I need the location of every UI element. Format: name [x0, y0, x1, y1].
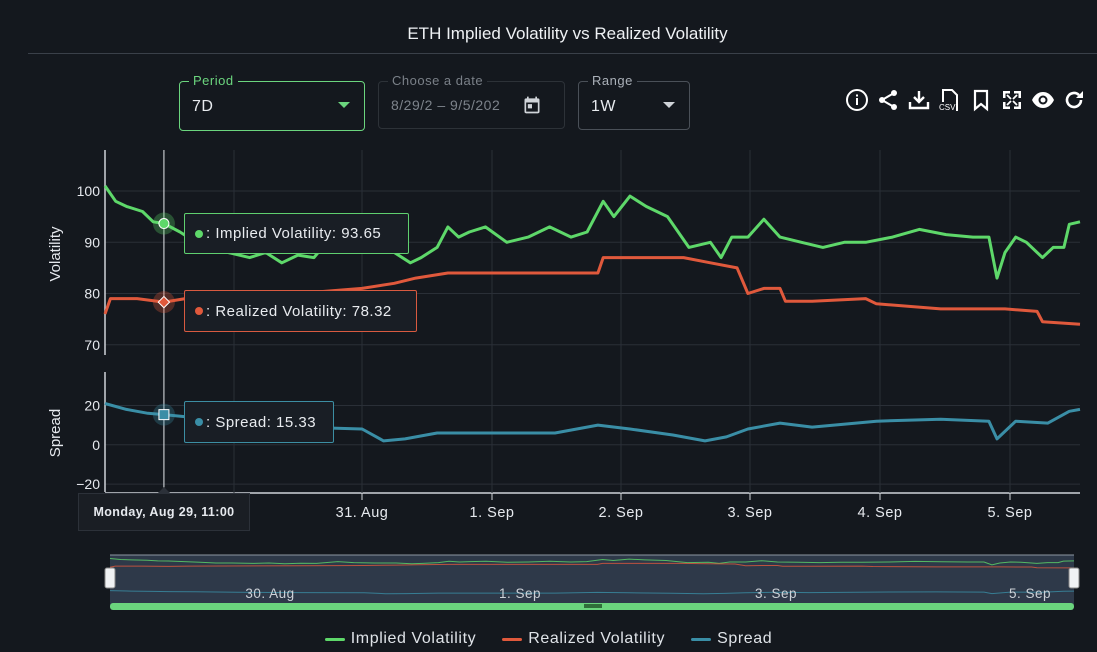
realized-dot	[195, 307, 203, 315]
legend-swatch	[691, 637, 712, 641]
download-icon[interactable]	[907, 87, 931, 113]
navigator: 30. Aug 1. Sep 3. Sep 5. Sep	[104, 554, 1080, 610]
implied-dot	[195, 229, 203, 238]
calendar-icon[interactable]	[522, 95, 542, 120]
y-tick-label: 70	[84, 337, 100, 353]
y-tick-label: 0	[92, 437, 100, 453]
spread-dot	[195, 418, 203, 426]
hover-point-implied	[158, 218, 170, 230]
y-tick-label: 90	[84, 234, 100, 250]
tooltip-implied: : Implied Volatility: 93.65	[184, 213, 409, 254]
navigator-series	[109, 558, 1075, 566]
legend-item-implied[interactable]: Implied Volatility	[324, 630, 477, 648]
navigator-grip	[584, 604, 602, 608]
chevron-down-icon	[338, 102, 350, 108]
series-line-implied-volatility	[103, 185, 1081, 280]
legend-label: Implied Volatility	[350, 630, 477, 647]
range-value: 1W	[591, 98, 616, 115]
crosshair	[152, 150, 175, 493]
y-tick-label: 80	[84, 286, 100, 302]
y-axis-ticks: 70 80 90 100 −20 0 20	[76, 183, 100, 492]
x-tick-label: 5. Sep	[988, 505, 1033, 521]
tooltip-realized-text: : Realized Volatility: 78.32	[206, 302, 392, 320]
legend-swatch	[324, 637, 345, 641]
period-label: Period	[189, 73, 238, 88]
legend-label: Spread	[717, 630, 773, 647]
chart-title: ETH Implied Volatility vs Realized Volat…	[407, 24, 728, 43]
legend-item-spread[interactable]: Spread	[691, 630, 772, 648]
csv-label: CSV	[939, 103, 956, 112]
hover-point-spread	[158, 409, 170, 421]
x-tick-label: 1. Sep	[470, 505, 515, 521]
info-icon[interactable]	[845, 87, 869, 113]
period-select[interactable]: Period 7D	[179, 73, 365, 131]
y-axis-label-spread: Spread	[47, 409, 64, 457]
share-icon[interactable]	[876, 87, 900, 113]
navigator-series	[109, 562, 1075, 569]
navigator-label: 5. Sep	[1009, 586, 1051, 601]
x-tick-label: 3. Sep	[728, 505, 773, 521]
navigator-handle[interactable]	[1068, 567, 1080, 589]
x-tick-label: 31. Aug	[336, 505, 389, 521]
date-range-value: 8/29/2 – 9/5/202	[391, 97, 500, 113]
chart-legend: Implied Volatility Realized Volatility S…	[0, 630, 1097, 648]
tooltip-spread-text: : Spread: 15.33	[206, 413, 317, 431]
x-tick-label: 2. Sep	[599, 505, 644, 521]
range-select[interactable]: Range 1W	[578, 73, 690, 130]
tooltip-date: Monday, Aug 29, 11:00	[78, 487, 250, 531]
date-range-picker[interactable]: Choose a date 8/29/2 – 9/5/202	[378, 73, 565, 129]
legend-label: Realized Volatility	[528, 630, 666, 647]
tooltip-spread: : Spread: 15.33	[184, 401, 334, 443]
legend-swatch	[502, 637, 523, 641]
chevron-down-icon	[663, 102, 675, 108]
tooltip-realized: : Realized Volatility: 78.32	[184, 290, 417, 332]
y-axis-label-volatility: Volatility	[47, 226, 64, 282]
x-tick-label: 4. Sep	[858, 505, 903, 521]
date-end: 9/5/202	[450, 97, 501, 113]
bookmark-icon[interactable]	[969, 87, 993, 113]
csv-icon[interactable]: CSV	[938, 87, 962, 113]
navigator-series	[109, 590, 1075, 595]
y-tick-label: −20	[76, 476, 100, 492]
navigator-label: 3. Sep	[755, 586, 797, 601]
chart-toolbar: CSV	[845, 85, 1086, 115]
date-label: Choose a date	[388, 73, 488, 88]
period-value: 7D	[192, 98, 214, 115]
navigator-label: 30. Aug	[245, 586, 294, 601]
date-separator: –	[437, 97, 446, 113]
hover-point-realized	[157, 295, 171, 309]
y-tick-label: 20	[84, 397, 100, 413]
eye-icon[interactable]	[1031, 87, 1055, 113]
y-tick-label: 100	[77, 183, 101, 199]
refresh-icon[interactable]	[1062, 87, 1086, 113]
navigator-label: 1. Sep	[499, 586, 541, 601]
fullscreen-icon[interactable]	[1000, 87, 1024, 113]
range-label: Range	[588, 73, 637, 88]
date-start: 8/29/2	[391, 97, 433, 113]
navigator-handle[interactable]	[104, 567, 116, 589]
title-divider	[28, 53, 1097, 54]
tooltip-implied-text: : Implied Volatility: 93.65	[206, 225, 382, 242]
legend-item-realized[interactable]: Realized Volatility	[502, 630, 665, 648]
